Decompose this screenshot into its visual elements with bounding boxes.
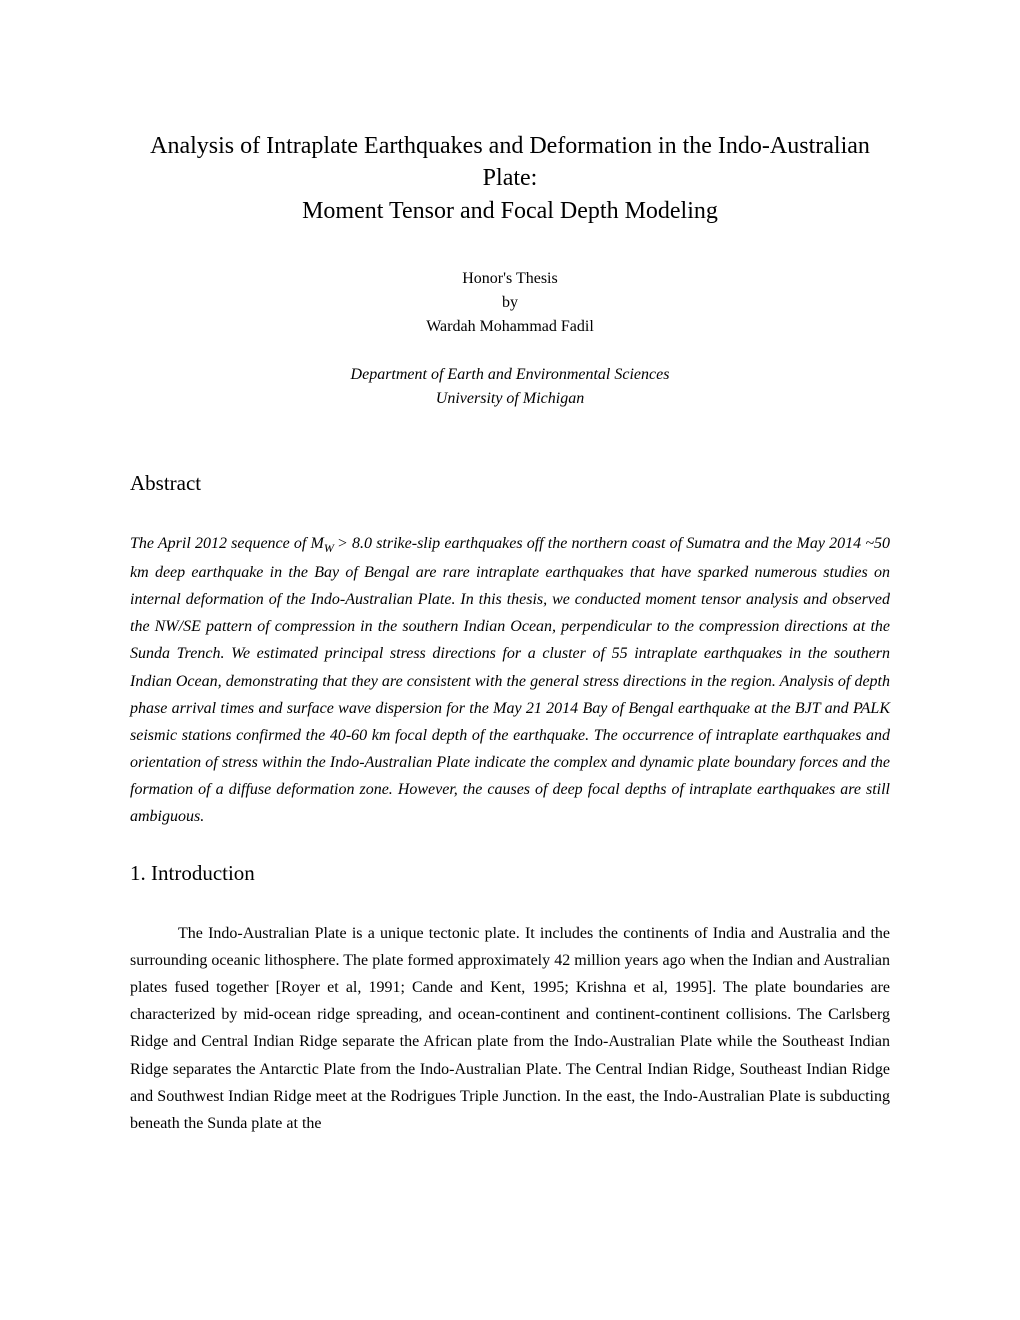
thesis-label: Honor's Thesis <box>462 270 557 287</box>
author-name: Wardah Mohammad Fadil <box>426 318 594 335</box>
title-line-1: Analysis of Intraplate Earthquakes and D… <box>150 133 870 191</box>
department: Department of Earth and Environmental Sc… <box>351 366 670 383</box>
thesis-byline: Honor's Thesis by Wardah Mohammad Fadil <box>130 267 890 339</box>
university: University of Michigan <box>436 390 584 407</box>
introduction-body: The Indo-Australian Plate is a unique te… <box>130 920 890 1138</box>
introduction-heading: 1. Introduction <box>130 861 890 886</box>
abstract-text-pre: The April 2012 sequence of M <box>130 535 324 552</box>
title-line-2: Moment Tensor and Focal Depth Modeling <box>302 198 718 224</box>
abstract-mw-subscript: W <box>324 541 337 555</box>
paper-title: Analysis of Intraplate Earthquakes and D… <box>130 130 890 227</box>
abstract-text-post: > 8.0 strike-slip earthquakes off the no… <box>130 535 890 825</box>
affiliation: Department of Earth and Environmental Sc… <box>130 363 890 411</box>
abstract-body: The April 2012 sequence of MW > 8.0 stri… <box>130 530 890 830</box>
abstract-heading: Abstract <box>130 471 890 496</box>
by-label: by <box>502 294 518 311</box>
